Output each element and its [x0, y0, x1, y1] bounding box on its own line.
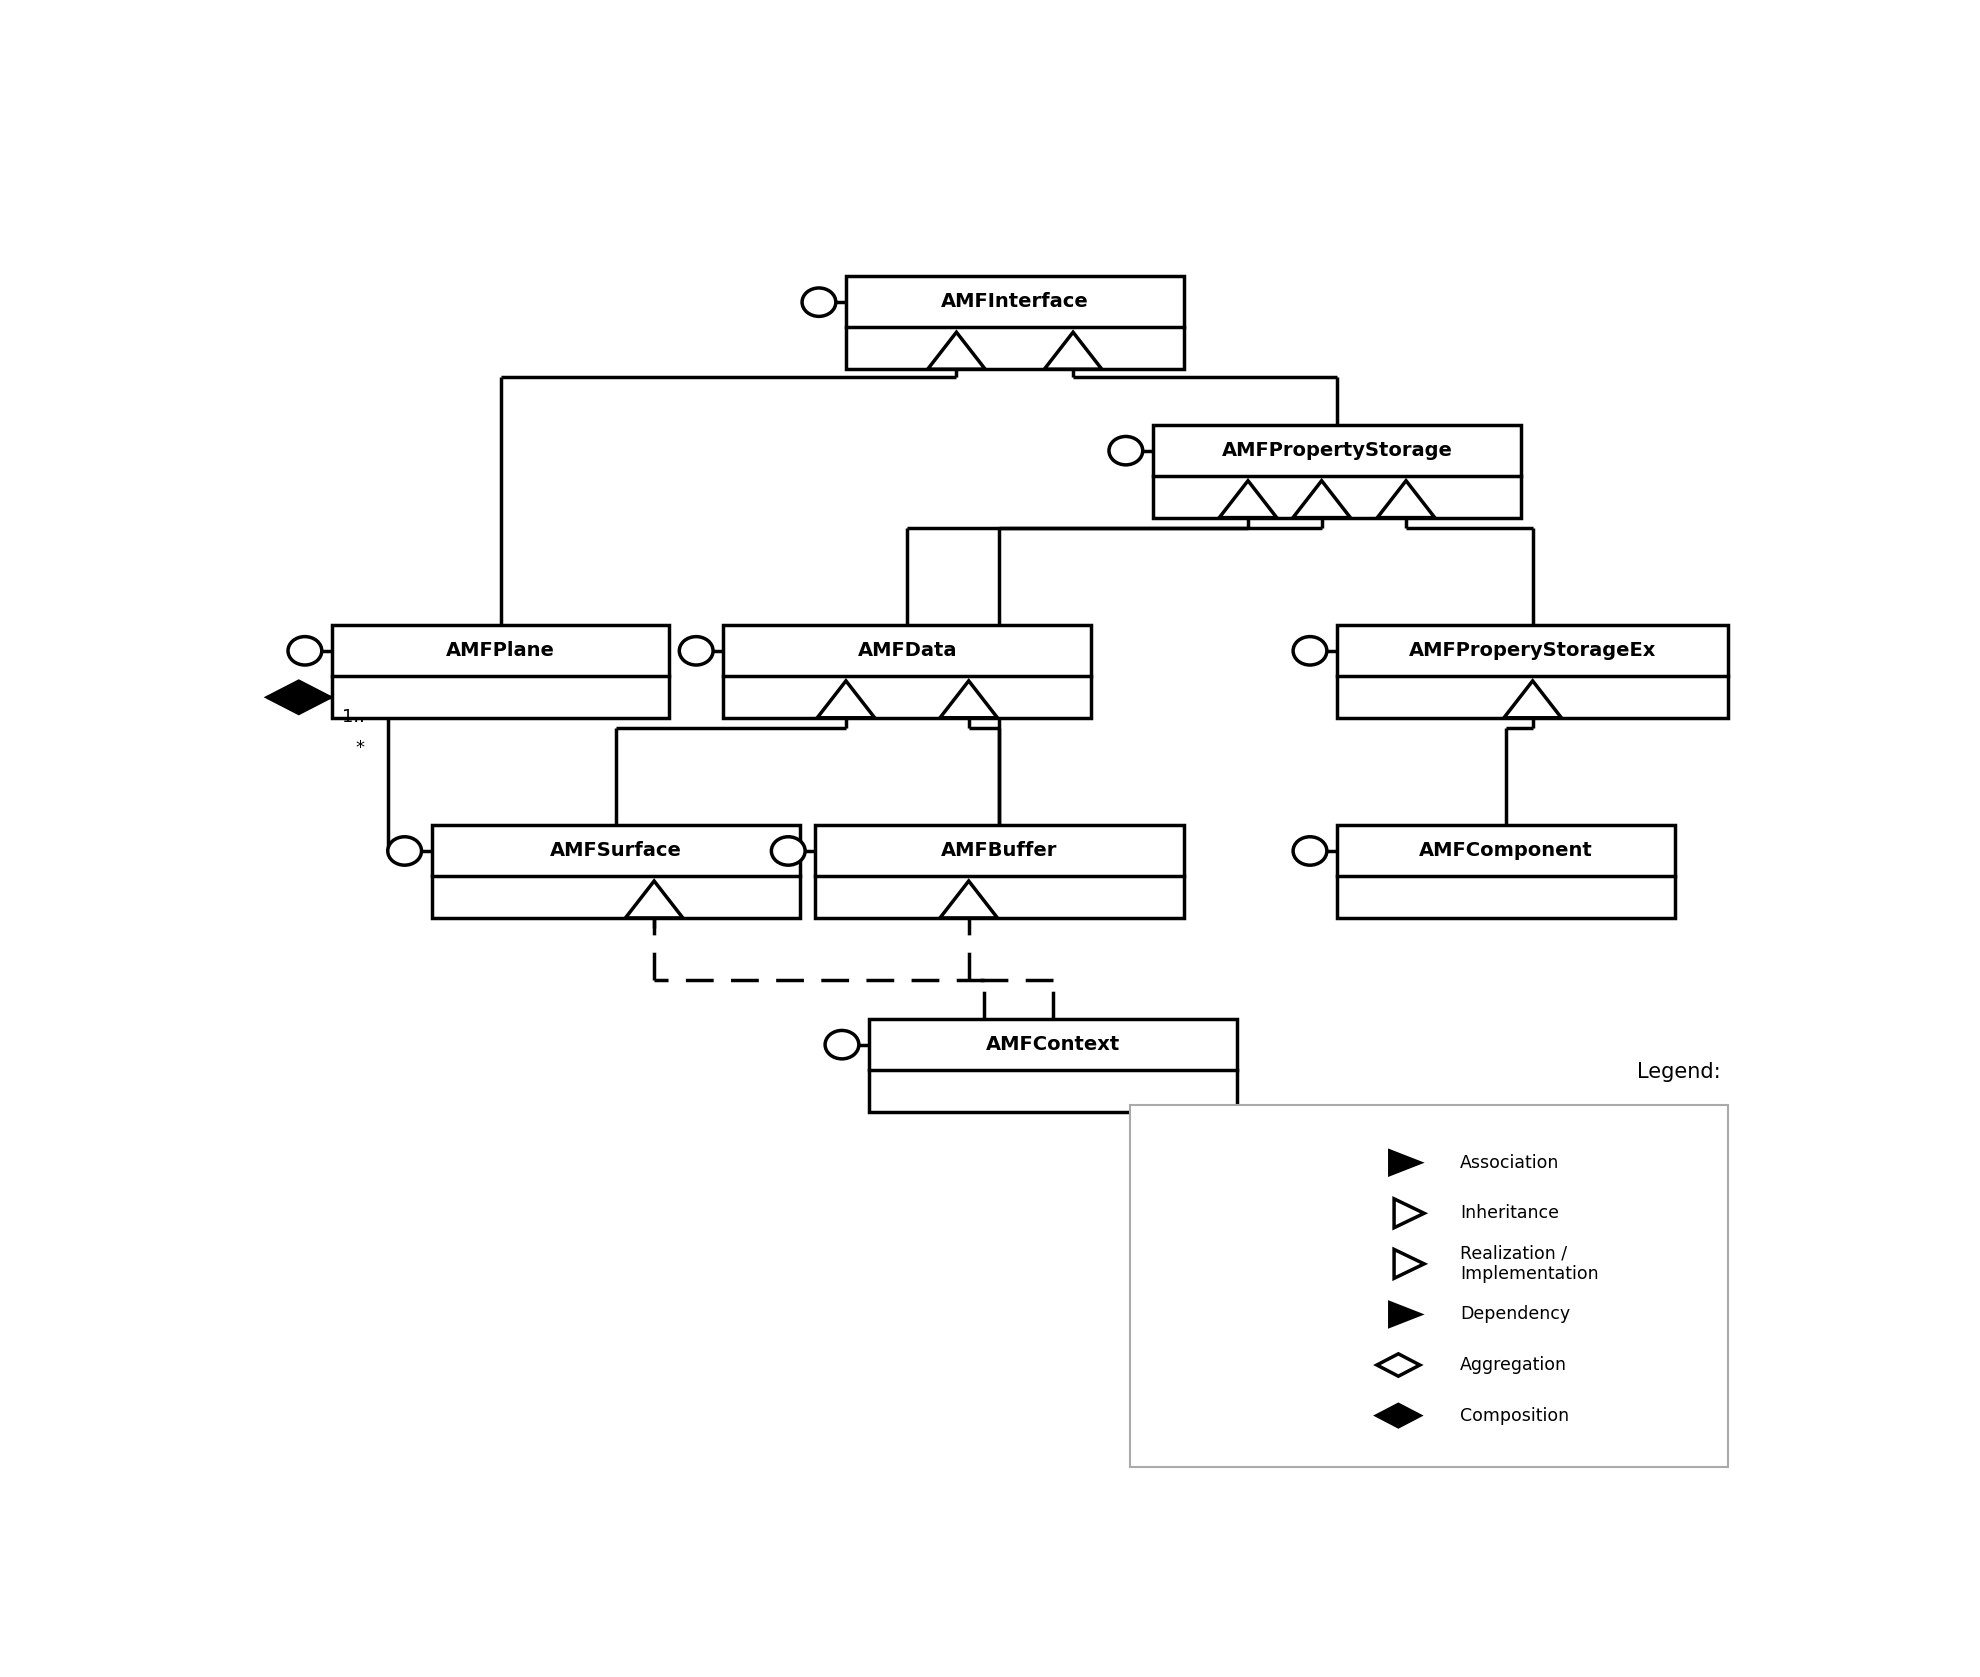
Polygon shape — [267, 681, 331, 713]
Polygon shape — [1390, 1150, 1420, 1174]
Bar — [869, 1018, 1238, 1112]
Polygon shape — [818, 681, 875, 718]
Bar — [1336, 825, 1675, 917]
Text: *: * — [356, 738, 364, 756]
Bar — [1152, 424, 1521, 518]
Circle shape — [826, 1030, 859, 1058]
Polygon shape — [1043, 332, 1101, 369]
Bar — [432, 825, 800, 917]
Text: AMFContext: AMFContext — [986, 1035, 1121, 1053]
Bar — [723, 626, 1091, 718]
Circle shape — [1293, 837, 1327, 865]
Circle shape — [287, 637, 323, 666]
Text: AMFInterface: AMFInterface — [940, 292, 1089, 312]
Text: AMFBuffer: AMFBuffer — [940, 840, 1057, 860]
Bar — [816, 825, 1184, 917]
Text: Legend:: Legend: — [1637, 1062, 1721, 1082]
Polygon shape — [1293, 481, 1350, 518]
Text: AMFPropertyStorage: AMFPropertyStorage — [1222, 441, 1453, 459]
Text: Inheritance: Inheritance — [1459, 1204, 1558, 1223]
Polygon shape — [1220, 481, 1277, 518]
Bar — [845, 277, 1184, 369]
Polygon shape — [1378, 481, 1436, 518]
Text: Dependency: Dependency — [1459, 1305, 1570, 1323]
Polygon shape — [940, 681, 998, 718]
Text: AMFSurface: AMFSurface — [550, 840, 681, 860]
Text: AMFData: AMFData — [857, 641, 956, 659]
Polygon shape — [626, 880, 683, 917]
Circle shape — [679, 637, 713, 666]
Circle shape — [1293, 637, 1327, 666]
Circle shape — [388, 837, 422, 865]
Polygon shape — [1376, 1404, 1420, 1427]
Polygon shape — [1505, 681, 1562, 718]
Bar — [1336, 626, 1729, 718]
Circle shape — [1109, 436, 1142, 465]
Polygon shape — [1390, 1303, 1420, 1327]
Text: Composition: Composition — [1459, 1407, 1568, 1424]
Text: Realization /
Implementation: Realization / Implementation — [1459, 1244, 1598, 1283]
Polygon shape — [940, 880, 998, 917]
Bar — [333, 626, 669, 718]
Text: Aggregation: Aggregation — [1459, 1357, 1566, 1373]
Circle shape — [772, 837, 806, 865]
Polygon shape — [929, 332, 986, 369]
Polygon shape — [1394, 1199, 1424, 1228]
Text: Association: Association — [1459, 1154, 1558, 1172]
Bar — [1131, 1105, 1729, 1467]
Text: AMFComponent: AMFComponent — [1420, 840, 1592, 860]
Polygon shape — [1376, 1353, 1420, 1377]
Text: 1..: 1.. — [343, 708, 364, 726]
Text: AMFProperyStorageEx: AMFProperyStorageEx — [1410, 641, 1657, 659]
Polygon shape — [1394, 1249, 1424, 1278]
Text: AMFPlane: AMFPlane — [446, 641, 554, 659]
Circle shape — [802, 288, 836, 317]
